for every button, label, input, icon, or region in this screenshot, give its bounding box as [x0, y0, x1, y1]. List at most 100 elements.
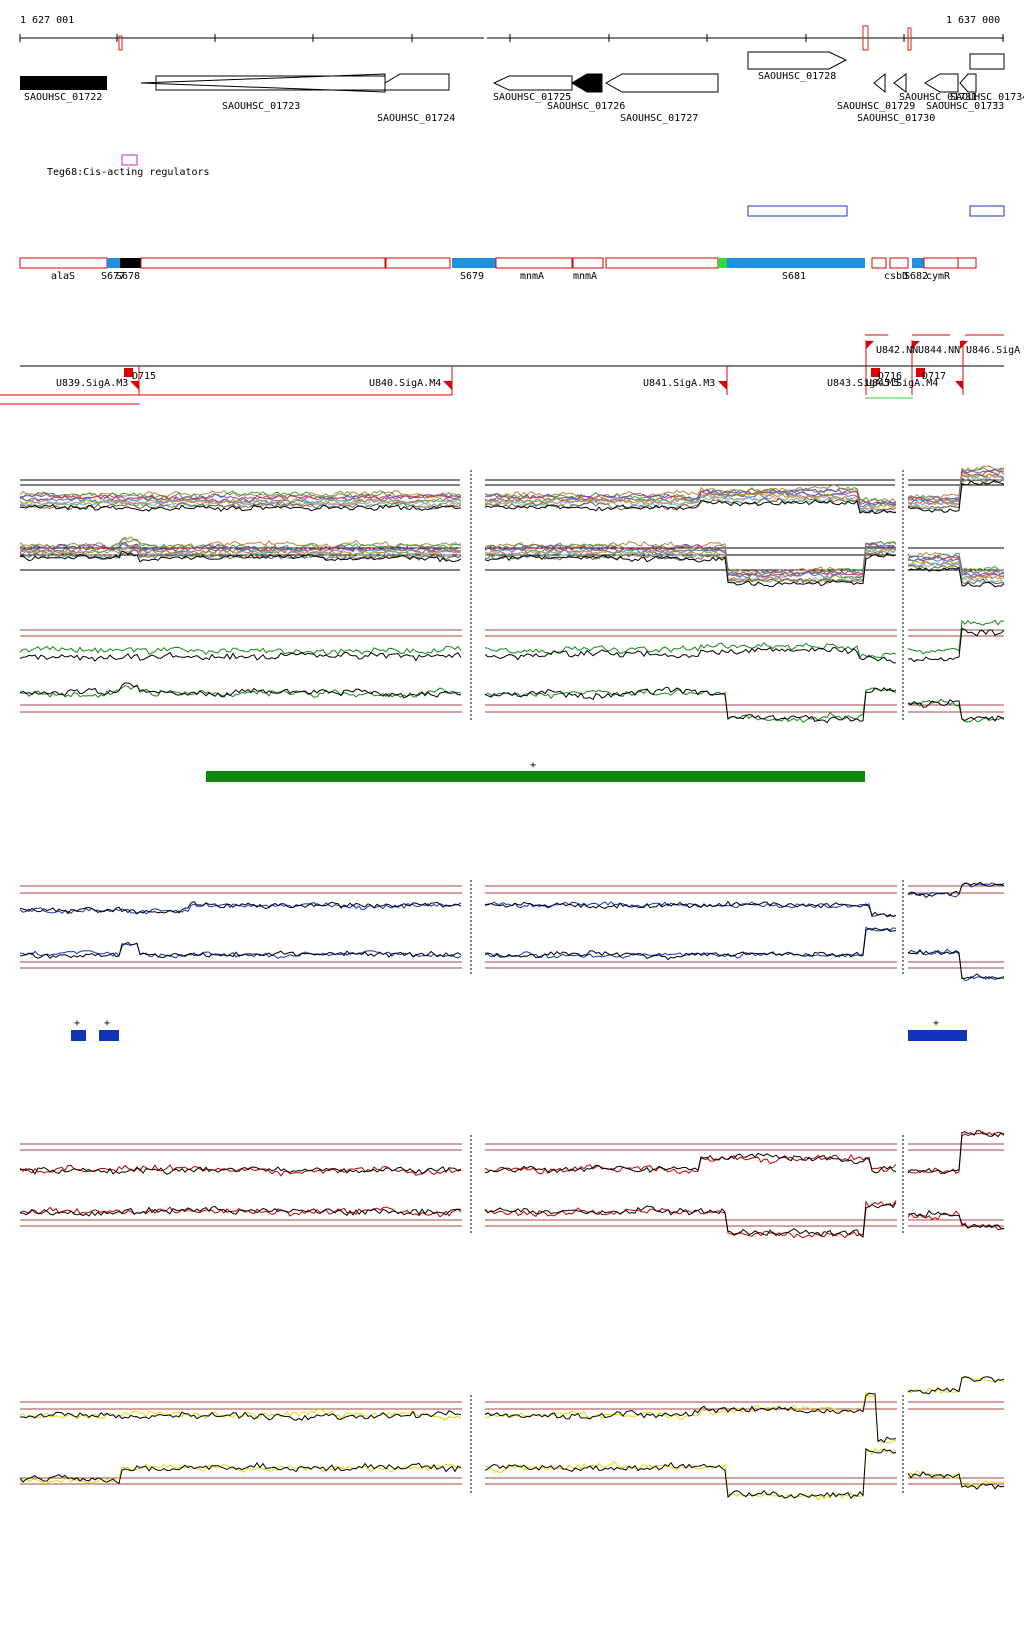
expression-profile — [907, 948, 1005, 982]
gene-label: SAOUHSC_01726 — [547, 101, 625, 112]
expression-profile — [20, 1205, 462, 1217]
expression-profile — [907, 476, 1005, 512]
expression-blue-panel: + + + — [19, 881, 1005, 1041]
transcript-label: S677 — [101, 271, 125, 282]
unit-label: U846.SigA — [966, 345, 1020, 356]
expression-profile — [19, 497, 462, 507]
expression-profile — [907, 1130, 1005, 1174]
gene-track: SAOUHSC_01722 SAOUHSC_01723 SAOUHSC_0172… — [20, 51, 1024, 124]
expression-profile — [907, 554, 1005, 576]
expression-profile — [484, 686, 897, 724]
expression-profile — [19, 489, 462, 499]
expression-profile — [907, 1471, 1005, 1490]
expression-profile — [19, 651, 462, 662]
expression-profile — [907, 619, 1004, 655]
expression-profile — [19, 536, 462, 550]
expression-profile — [19, 538, 462, 551]
gene-label: SAOUHSC_01731 — [899, 92, 977, 103]
expression-profile — [19, 503, 462, 513]
gene-label: SAOUHSC_01727 — [620, 113, 698, 124]
downshift-label: D717 — [922, 371, 946, 382]
transcript-label: S682 — [904, 271, 928, 282]
gene-label: SAOUHSC_01734 — [950, 92, 1024, 103]
expression-profile — [484, 1391, 896, 1444]
expression-profile — [907, 470, 1005, 504]
expression-profile — [484, 540, 897, 574]
expression-profile — [19, 542, 462, 554]
gene-label: SAOUHSC_01729 — [837, 101, 915, 112]
expression-profile — [484, 900, 897, 918]
expression-red-panel — [19, 1130, 1005, 1239]
expression-profile — [484, 687, 897, 723]
unit-label: U842.NN — [876, 345, 918, 356]
gene-label: SAOUHSC_01733 — [926, 101, 1004, 112]
expression-profile — [484, 487, 897, 506]
expression-profile — [19, 490, 462, 500]
expression-profile — [907, 480, 1005, 513]
gene-label: SAOUHSC_01730 — [857, 113, 935, 124]
expression-profile — [908, 477, 1005, 511]
expression-profile — [907, 566, 1005, 588]
downshift-label: D715 — [132, 371, 156, 382]
transcript-label: mnmA — [520, 271, 544, 282]
plus-mark: + — [933, 1018, 939, 1029]
transcript-label: S681 — [782, 271, 806, 282]
expression-profile — [484, 1447, 897, 1501]
transcript-track: alaS S677 S678 S679 mnmA mnmA S681 csbD … — [19, 257, 977, 282]
expression-profile — [907, 552, 1005, 573]
expression-profile — [907, 1210, 1005, 1231]
expression-profile — [19, 1463, 462, 1485]
blue-segment — [99, 1030, 119, 1041]
gene-label: SAOUHSC_01728 — [758, 71, 836, 82]
expression-profile — [19, 1410, 462, 1421]
expression-profile — [484, 1447, 897, 1500]
expression-profile — [907, 699, 1005, 722]
expression-profile — [19, 493, 462, 504]
unit-label: U841.SigA.M3 — [643, 378, 715, 389]
expression-profile — [19, 682, 461, 699]
expression-profile — [19, 1166, 462, 1175]
expression-profile — [484, 484, 897, 504]
downshift-label: D716 — [878, 371, 902, 382]
expression-profile — [907, 551, 1005, 575]
expression-profile — [484, 488, 897, 505]
expression-profile — [19, 544, 462, 557]
expression-profile — [484, 548, 897, 584]
expression-profile — [907, 1376, 1005, 1395]
expression-profile — [484, 550, 897, 584]
unit-label: U844.NN — [918, 345, 960, 356]
transcript-label: mnmA — [573, 271, 597, 282]
plus-mark: + — [530, 760, 536, 771]
expression-profile — [484, 495, 897, 514]
blue-segment — [71, 1030, 86, 1041]
expression-profile — [484, 1202, 897, 1238]
plus-mark: + — [74, 1018, 80, 1029]
expression-profile — [907, 1131, 1005, 1175]
expression-profile — [19, 645, 462, 656]
expression-multisample-panel — [19, 465, 1005, 588]
expression-profile — [484, 499, 897, 515]
expression-profile — [484, 1153, 897, 1175]
expression-green-panel: + — [19, 619, 1005, 782]
plus-mark: + — [104, 1018, 110, 1029]
expression-profile — [19, 900, 462, 915]
unit-track: U839.SigA.M3 U840.SigA.M4 U841.SigA.M3 U… — [0, 334, 1020, 405]
transcript-label: csbD — [884, 271, 908, 282]
expression-profile — [484, 927, 897, 961]
expression-profile — [19, 1462, 462, 1485]
expression-profile — [19, 499, 462, 508]
expression-profile — [484, 646, 897, 664]
unit-label: U845.SigA.M4 — [866, 378, 938, 389]
expression-profile — [907, 882, 1005, 898]
expression-profile — [907, 881, 1005, 899]
transcript-label: alaS — [51, 271, 75, 282]
expression-profile — [484, 542, 897, 576]
expression-profile — [484, 641, 897, 659]
expression-profile — [484, 552, 897, 588]
unit-label: U843.SigA.M5 — [827, 378, 899, 389]
expression-profile — [484, 1152, 897, 1174]
gene-label: SAOUHSC_01723 — [222, 101, 300, 112]
transcript-label: cymR — [926, 271, 951, 282]
expression-yellow-panel — [19, 1376, 1005, 1501]
